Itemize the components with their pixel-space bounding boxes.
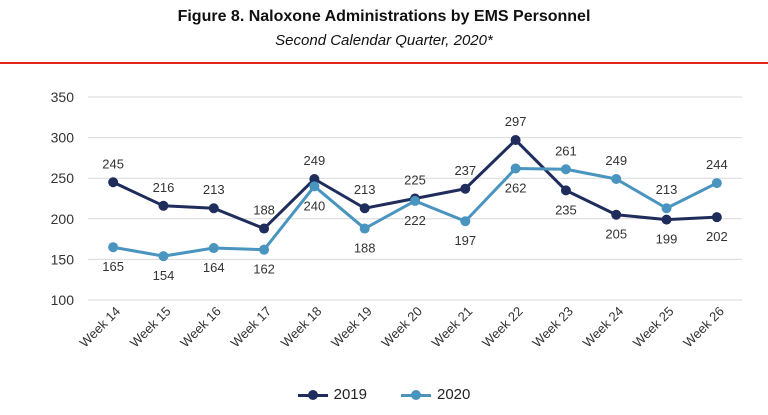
- x-tick-label: Week 20: [378, 304, 425, 351]
- data-label-2019: 245: [102, 156, 124, 171]
- data-point-2019: [359, 203, 370, 214]
- data-label-2020: 154: [153, 268, 175, 283]
- data-label-2019: 249: [304, 153, 326, 168]
- data-point-2020: [259, 244, 270, 255]
- y-tick-label: 250: [51, 170, 75, 186]
- chart-title: Figure 8. Naloxone Administrations by EM…: [177, 8, 591, 25]
- data-label-2019: 297: [505, 114, 527, 129]
- data-point-2019: [208, 203, 219, 214]
- data-point-2020: [108, 242, 119, 253]
- x-tick-label: Week 18: [278, 304, 325, 351]
- data-label-2020: 213: [656, 182, 678, 197]
- data-label-2020: 162: [253, 262, 275, 277]
- data-point-2019: [611, 209, 622, 220]
- y-tick-label: 350: [51, 89, 75, 105]
- data-label-2019: 216: [153, 180, 175, 195]
- data-label-2020: 261: [555, 143, 577, 158]
- y-tick-label: 150: [51, 251, 75, 267]
- data-point-2020: [611, 174, 622, 185]
- data-point-2020: [158, 251, 169, 262]
- x-tick-label: Week 23: [529, 304, 576, 351]
- x-tick-label: Week 26: [680, 304, 727, 351]
- legend-item-2019: 2019: [297, 386, 367, 403]
- data-point-2020: [711, 178, 722, 189]
- x-tick-label: Week 15: [127, 304, 174, 351]
- data-point-2019: [309, 174, 320, 185]
- x-tick-label: Week 21: [429, 304, 476, 351]
- data-label-2020: 197: [454, 233, 476, 248]
- data-label-2019: 237: [454, 163, 476, 178]
- x-tick-label: Week 16: [177, 304, 224, 351]
- data-label-2020: 165: [102, 259, 124, 274]
- data-label-2020: 164: [203, 260, 225, 275]
- data-point-2019: [460, 183, 471, 194]
- legend-swatch-2020: [401, 389, 431, 400]
- data-point-2019: [711, 212, 722, 223]
- data-point-2019: [158, 200, 169, 211]
- data-label-2020: 240: [304, 198, 326, 213]
- chart-legend: 2019 2020: [0, 386, 768, 403]
- data-point-2019: [661, 214, 672, 225]
- data-point-2020: [410, 195, 420, 206]
- data-label-2019: 235: [555, 202, 577, 217]
- data-label-2020: 249: [605, 153, 627, 168]
- data-point-2020: [309, 181, 320, 192]
- data-point-2019: [560, 185, 571, 196]
- data-label-2020: 262: [505, 180, 527, 195]
- data-point-2020: [560, 164, 571, 175]
- data-point-2019: [108, 177, 119, 188]
- data-point-2020: [359, 223, 370, 234]
- y-tick-label: 100: [51, 292, 75, 308]
- data-label-2019: 188: [253, 203, 275, 218]
- data-label-2019: 225: [404, 173, 426, 188]
- data-point-2020: [510, 163, 521, 174]
- data-label-2020: 244: [706, 157, 728, 172]
- data-label-2019: 202: [706, 229, 728, 244]
- x-tick-label: Week 14: [77, 304, 124, 351]
- x-tick-label: Week 24: [580, 304, 627, 351]
- y-tick-label: 200: [51, 211, 75, 227]
- legend-item-2020: 2020: [401, 386, 470, 403]
- x-tick-label: Week 25: [630, 304, 677, 351]
- data-point-2020: [661, 203, 672, 214]
- data-point-2020: [208, 243, 219, 254]
- data-point-2020: [460, 216, 471, 227]
- data-label-2019: 213: [203, 182, 225, 197]
- legend-swatch-2019: [297, 389, 328, 400]
- data-label-2019: 199: [656, 232, 678, 247]
- x-tick-label: Week 17: [227, 304, 274, 351]
- data-label-2019: 205: [605, 227, 627, 242]
- x-tick-label: Week 22: [479, 304, 526, 351]
- chart-subtitle: Second Calendar Quarter, 2020*: [275, 32, 493, 49]
- data-point-2019: [259, 223, 270, 234]
- data-label-2020: 222: [404, 213, 426, 228]
- title-divider: [0, 62, 768, 64]
- x-tick-label: Week 19: [328, 304, 375, 351]
- y-tick-label: 300: [51, 130, 75, 146]
- legend-label-2020: 2020: [437, 386, 471, 403]
- data-point-2019: [510, 135, 521, 146]
- data-label-2019: 213: [354, 182, 376, 197]
- data-label-2020: 188: [354, 241, 376, 256]
- legend-label-2019: 2019: [333, 386, 367, 403]
